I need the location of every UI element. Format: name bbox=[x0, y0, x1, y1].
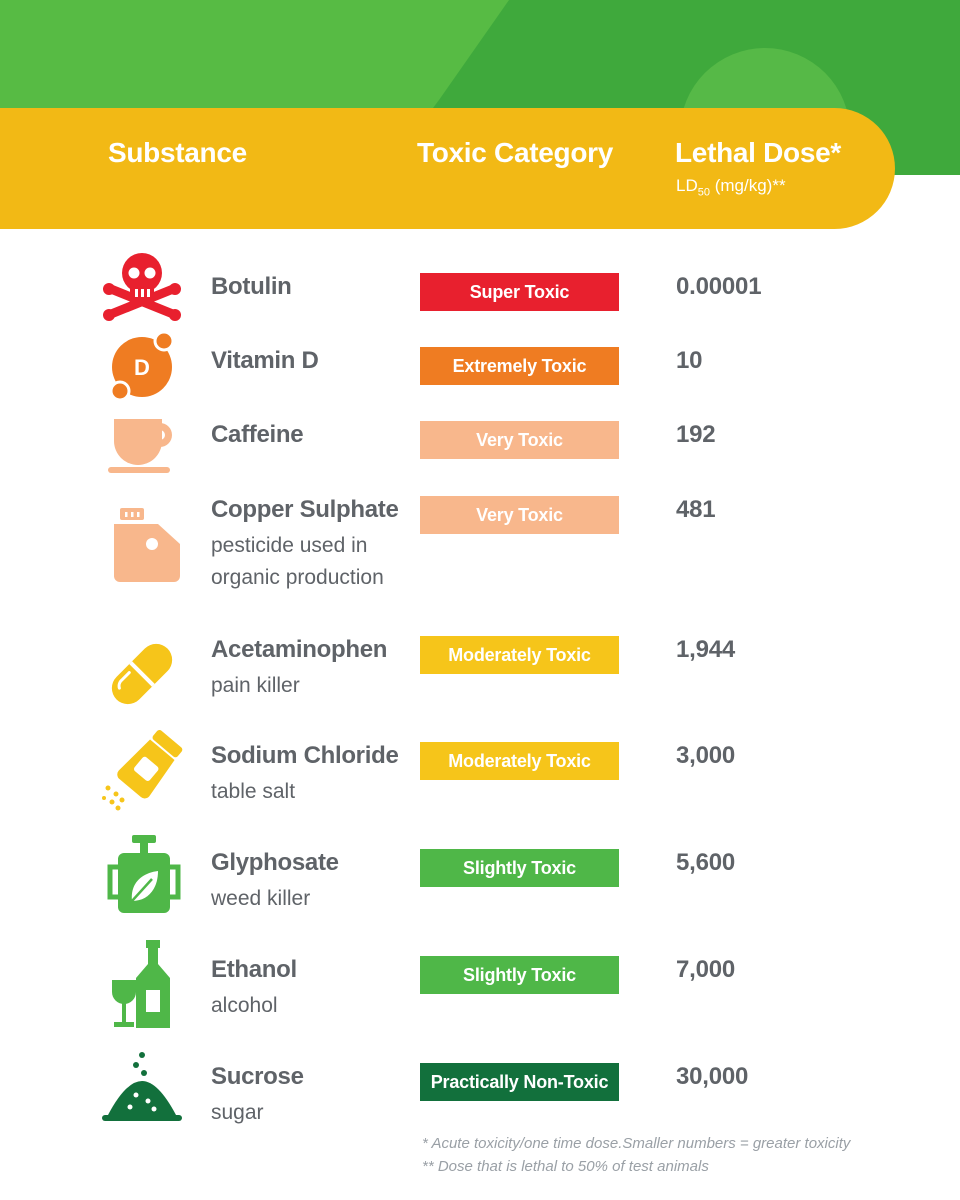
unit-prefix: LD bbox=[676, 176, 698, 195]
vitamin-d-icon: D bbox=[109, 330, 175, 402]
capsule-icon bbox=[111, 643, 173, 705]
lethal-dose-value: 192 bbox=[676, 421, 716, 448]
wine-bottle-glass-icon bbox=[112, 940, 170, 1028]
substance-name: Sucrose bbox=[211, 1063, 304, 1090]
jerrycan-icon bbox=[114, 508, 180, 582]
category-badge: Very Toxic bbox=[420, 496, 619, 534]
category-badge: Very Toxic bbox=[420, 421, 619, 459]
unit-suffix: (mg/kg)** bbox=[709, 176, 786, 195]
column-header-substance: Substance bbox=[108, 137, 247, 168]
substance-name: Vitamin D bbox=[211, 347, 319, 374]
category-badge: Moderately Toxic bbox=[420, 742, 619, 780]
column-header-lethal-dose: Lethal Dose* bbox=[675, 137, 841, 168]
category-badge: Practically Non-Toxic bbox=[420, 1063, 619, 1101]
substance-name: Copper Sulphate bbox=[211, 496, 399, 523]
substance-name: Glyphosate bbox=[211, 849, 339, 876]
lethal-dose-value: 10 bbox=[676, 347, 703, 374]
skull-crossbones-icon bbox=[103, 253, 181, 321]
substance-name: Acetaminophen bbox=[211, 636, 388, 663]
column-header-toxic-category: Toxic Category bbox=[417, 137, 613, 168]
category-badge: Super Toxic bbox=[420, 273, 619, 311]
category-badge: Slightly Toxic bbox=[420, 849, 619, 887]
substance-name: Ethanol bbox=[211, 956, 297, 983]
substance-description: pesticide used in organic production bbox=[211, 534, 384, 589]
substance-name: Sodium Chloride bbox=[211, 742, 399, 769]
unit-subscript: 50 bbox=[697, 186, 710, 199]
lethal-dose-value: 0.00001 bbox=[676, 273, 762, 300]
category-badge: Extremely Toxic bbox=[420, 347, 619, 385]
category-badge: Slightly Toxic bbox=[420, 956, 619, 994]
coffee-cup-icon bbox=[108, 419, 172, 473]
header-bar bbox=[0, 108, 895, 229]
substance-name: Caffeine bbox=[211, 421, 304, 448]
sprayer-icon bbox=[107, 835, 181, 913]
substance-description: pain killer bbox=[211, 674, 300, 697]
substance-name: Botulin bbox=[211, 273, 292, 300]
footnote-lethal-dose: ** Dose that is lethal to 50% of test an… bbox=[422, 1158, 709, 1175]
lethal-dose-value: 481 bbox=[676, 496, 716, 523]
substance-description: sugar bbox=[211, 1101, 264, 1124]
lethal-dose-value: 7,000 bbox=[676, 956, 736, 983]
footnote-acute-toxicity: * Acute toxicity/one time dose.Smaller n… bbox=[422, 1135, 851, 1152]
lethal-dose-value: 30,000 bbox=[676, 1063, 749, 1090]
lethal-dose-value: 3,000 bbox=[676, 742, 736, 769]
substance-description: weed killer bbox=[211, 887, 311, 910]
substance-description: table salt bbox=[211, 780, 296, 803]
salt-shaker-icon bbox=[102, 729, 183, 811]
lethal-dose-value: 5,600 bbox=[676, 849, 736, 876]
category-badge: Moderately Toxic bbox=[420, 636, 619, 674]
sugar-pile-icon bbox=[102, 1052, 182, 1121]
vitamin-d-letter: D bbox=[134, 355, 150, 380]
substance-description: alcohol bbox=[211, 994, 278, 1017]
column-header-unit: LD50 (mg/kg)** bbox=[676, 176, 786, 198]
lethal-dose-value: 1,944 bbox=[676, 636, 736, 663]
